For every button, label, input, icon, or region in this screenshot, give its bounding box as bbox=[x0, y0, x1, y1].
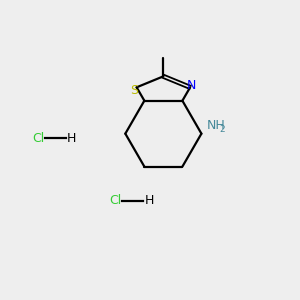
Text: Cl: Cl bbox=[32, 132, 44, 145]
Text: Cl: Cl bbox=[110, 194, 122, 207]
Text: 2: 2 bbox=[220, 125, 226, 134]
Text: N: N bbox=[187, 79, 196, 92]
Text: H: H bbox=[67, 132, 76, 145]
Text: NH: NH bbox=[207, 119, 226, 132]
Text: S: S bbox=[130, 84, 138, 97]
Text: H: H bbox=[144, 194, 154, 207]
